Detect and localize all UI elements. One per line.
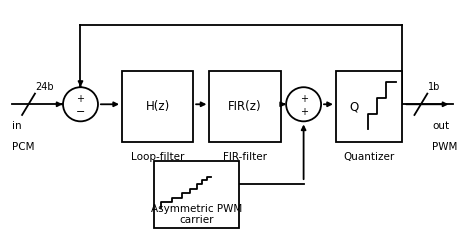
Text: Asymmetric PWM
carrier: Asymmetric PWM carrier [151, 204, 242, 225]
Text: −: − [76, 107, 85, 117]
Ellipse shape [63, 87, 98, 121]
Text: out: out [431, 121, 448, 131]
Text: Loop-filter: Loop-filter [130, 152, 184, 162]
Bar [335, 71, 402, 142]
Text: FIR-filter: FIR-filter [223, 152, 266, 162]
Text: in: in [12, 121, 22, 131]
Text: 1b: 1b [427, 82, 439, 92]
Text: 24b: 24b [35, 82, 54, 92]
Ellipse shape [285, 87, 320, 121]
Text: H(z): H(z) [145, 100, 169, 113]
Text: PWM: PWM [431, 142, 457, 152]
Bar [154, 161, 239, 228]
Bar [122, 71, 193, 142]
Text: FIR(z): FIR(z) [228, 100, 261, 113]
Text: PCM: PCM [12, 142, 35, 152]
Bar [209, 71, 280, 142]
Text: +: + [299, 107, 307, 117]
Text: +: + [299, 94, 307, 104]
Text: Q: Q [349, 100, 358, 113]
Text: Quantizer: Quantizer [343, 152, 394, 162]
Text: +: + [76, 94, 84, 104]
